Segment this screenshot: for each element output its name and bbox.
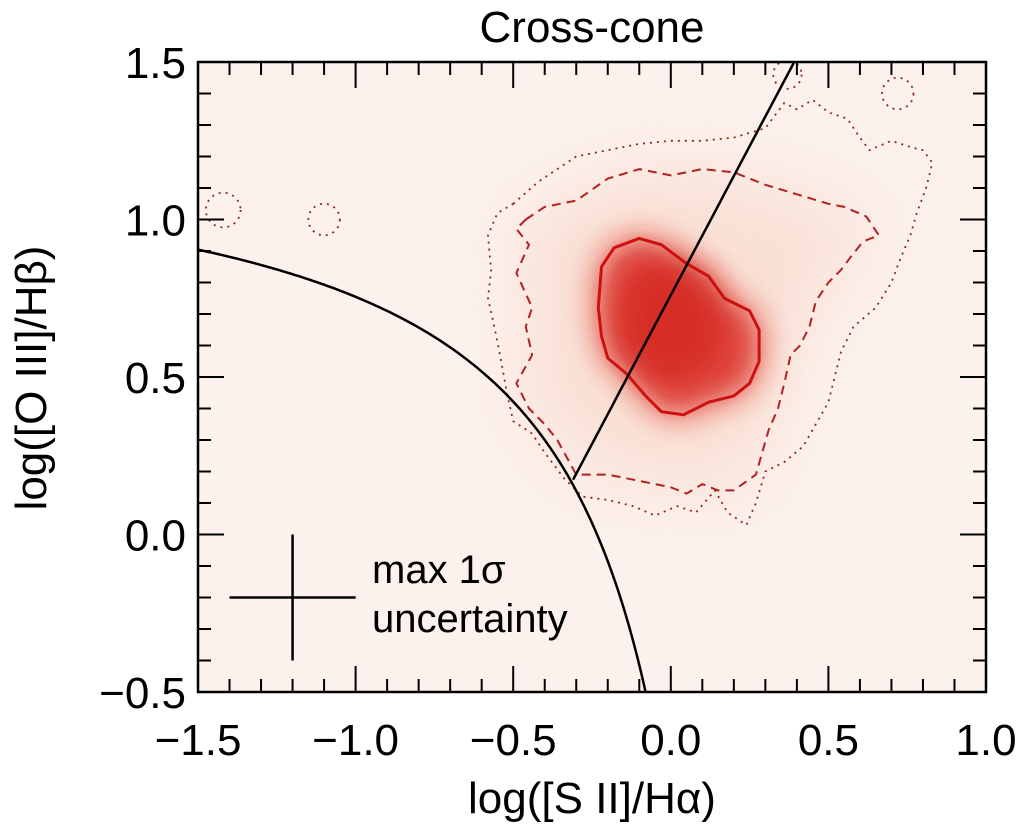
contour-inner [596, 236, 761, 417]
seyfert-liner-line [571, 62, 796, 481]
x-tick-label: 0.0 [640, 716, 701, 765]
axis-tick-labels: −1.5 −1.0 −0.5 0.0 0.5 1.0 −0.5 0.0 0.5 1.0 1.5 [99, 39, 1016, 765]
kewley-curve [198, 248, 647, 692]
x-axis-label: log([S II]/Hα) [468, 774, 716, 823]
legend-label-line2: uncertainty [372, 597, 568, 641]
x-tick-label: −1.0 [312, 716, 399, 765]
demarcation-lines [198, 62, 796, 692]
density-heatmap [516, 169, 879, 494]
contour-island-3 [881, 76, 915, 111]
contour-island-2 [307, 202, 341, 237]
contour-island-4 [772, 62, 803, 90]
y-tick-label: −0.5 [99, 669, 186, 718]
y-axis-label: log([O III]/Hβ) [7, 246, 56, 511]
x-tick-label: 1.0 [955, 716, 1016, 765]
legend-label-line1: max 1σ [372, 548, 506, 592]
y-tick-label: 1.5 [125, 39, 186, 88]
x-tick-label: 0.5 [798, 716, 859, 765]
axis-ticks [197, 61, 987, 693]
contour-middle [515, 168, 880, 495]
contour-island-1 [204, 191, 242, 229]
y-tick-label: 1.0 [125, 197, 186, 246]
x-tick-label: −0.5 [470, 716, 557, 765]
density-peak [617, 257, 725, 384]
contour-group [204, 62, 934, 526]
y-tick-label: 0.5 [125, 354, 186, 403]
x-tick-label: −1.5 [155, 716, 242, 765]
y-tick-label: 0.0 [125, 512, 186, 561]
chart-title: Cross-cone [480, 3, 705, 52]
legend: max 1σ uncertainty [229, 534, 568, 661]
